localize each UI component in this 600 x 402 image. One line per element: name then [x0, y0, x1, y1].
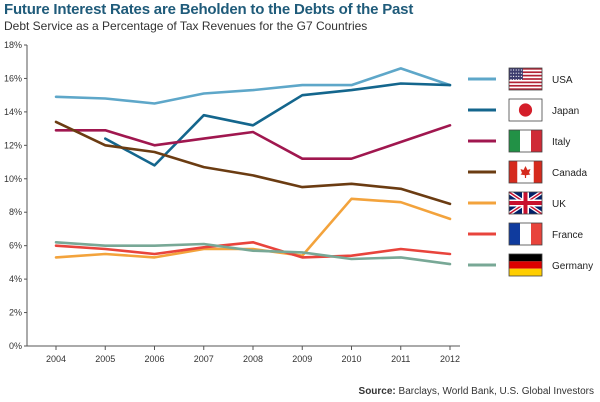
series-line-canada [54, 120, 452, 206]
y-tick-label: 2% [9, 308, 22, 318]
legend-label: Canada [552, 168, 587, 179]
x-tick-label: 2006 [144, 354, 164, 364]
usa-flag-icon [508, 67, 543, 91]
source-text: Barclays, World Bank, U.S. Global Invest… [398, 386, 594, 397]
legend-item-uk: UK [468, 190, 566, 216]
y-tick-label: 16% [4, 73, 22, 83]
legend-label: Japan [552, 106, 579, 117]
x-tick-label: 2009 [292, 354, 312, 364]
y-tick-label: 0% [9, 341, 22, 351]
legend-item-france: France [468, 222, 584, 246]
y-tick-label: 14% [4, 107, 22, 117]
series-line-usa [54, 67, 452, 105]
germany-flag-icon [508, 253, 543, 277]
japan-flag-icon [508, 98, 543, 122]
legend-item-germany: Germany [468, 253, 593, 277]
legend-item-italy: Italy [468, 129, 570, 153]
y-tick-label: 4% [9, 274, 22, 284]
legend-label: USA [552, 75, 573, 86]
legend-label: France [552, 230, 584, 241]
legend-label: Italy [552, 137, 570, 148]
canada-flag-icon [508, 160, 543, 184]
legend-item-usa: USA [468, 67, 573, 91]
y-tick-label: 10% [4, 174, 22, 184]
legend-label: UK [552, 199, 566, 210]
series-line-uk [54, 197, 452, 259]
x-tick-label: 2008 [243, 354, 263, 364]
uk-flag-icon [507, 190, 544, 216]
legend-item-canada: Canada [468, 160, 587, 184]
x-tick-label: 2012 [440, 354, 460, 364]
legend-label: Germany [552, 261, 593, 272]
y-tick-label: 18% [4, 40, 22, 50]
source-label: Source: [358, 386, 396, 397]
x-tick-label: 2004 [46, 354, 66, 364]
y-tick-label: 8% [9, 207, 22, 217]
y-tick-label: 12% [4, 140, 22, 150]
source-note: Source: Barclays, World Bank, U.S. Globa… [359, 386, 594, 397]
series-line-france [54, 241, 452, 259]
x-tick-label: 2007 [194, 354, 214, 364]
y-tick-label: 6% [9, 241, 22, 251]
chart-subtitle: Debt Service as a Percentage of Tax Reve… [4, 19, 368, 33]
x-tick-label: 2011 [391, 354, 410, 364]
chart-title: Future Interest Rates are Beholden to th… [4, 1, 414, 18]
france-flag-icon [508, 222, 543, 246]
italy-flag-icon [508, 129, 543, 153]
x-tick-label: 2005 [95, 354, 115, 364]
series-line-italy [54, 124, 452, 160]
series-line-japan [104, 82, 452, 167]
legend-item-japan: Japan [468, 98, 579, 122]
x-tick-label: 2010 [341, 354, 361, 364]
series-line-germany [54, 241, 452, 266]
